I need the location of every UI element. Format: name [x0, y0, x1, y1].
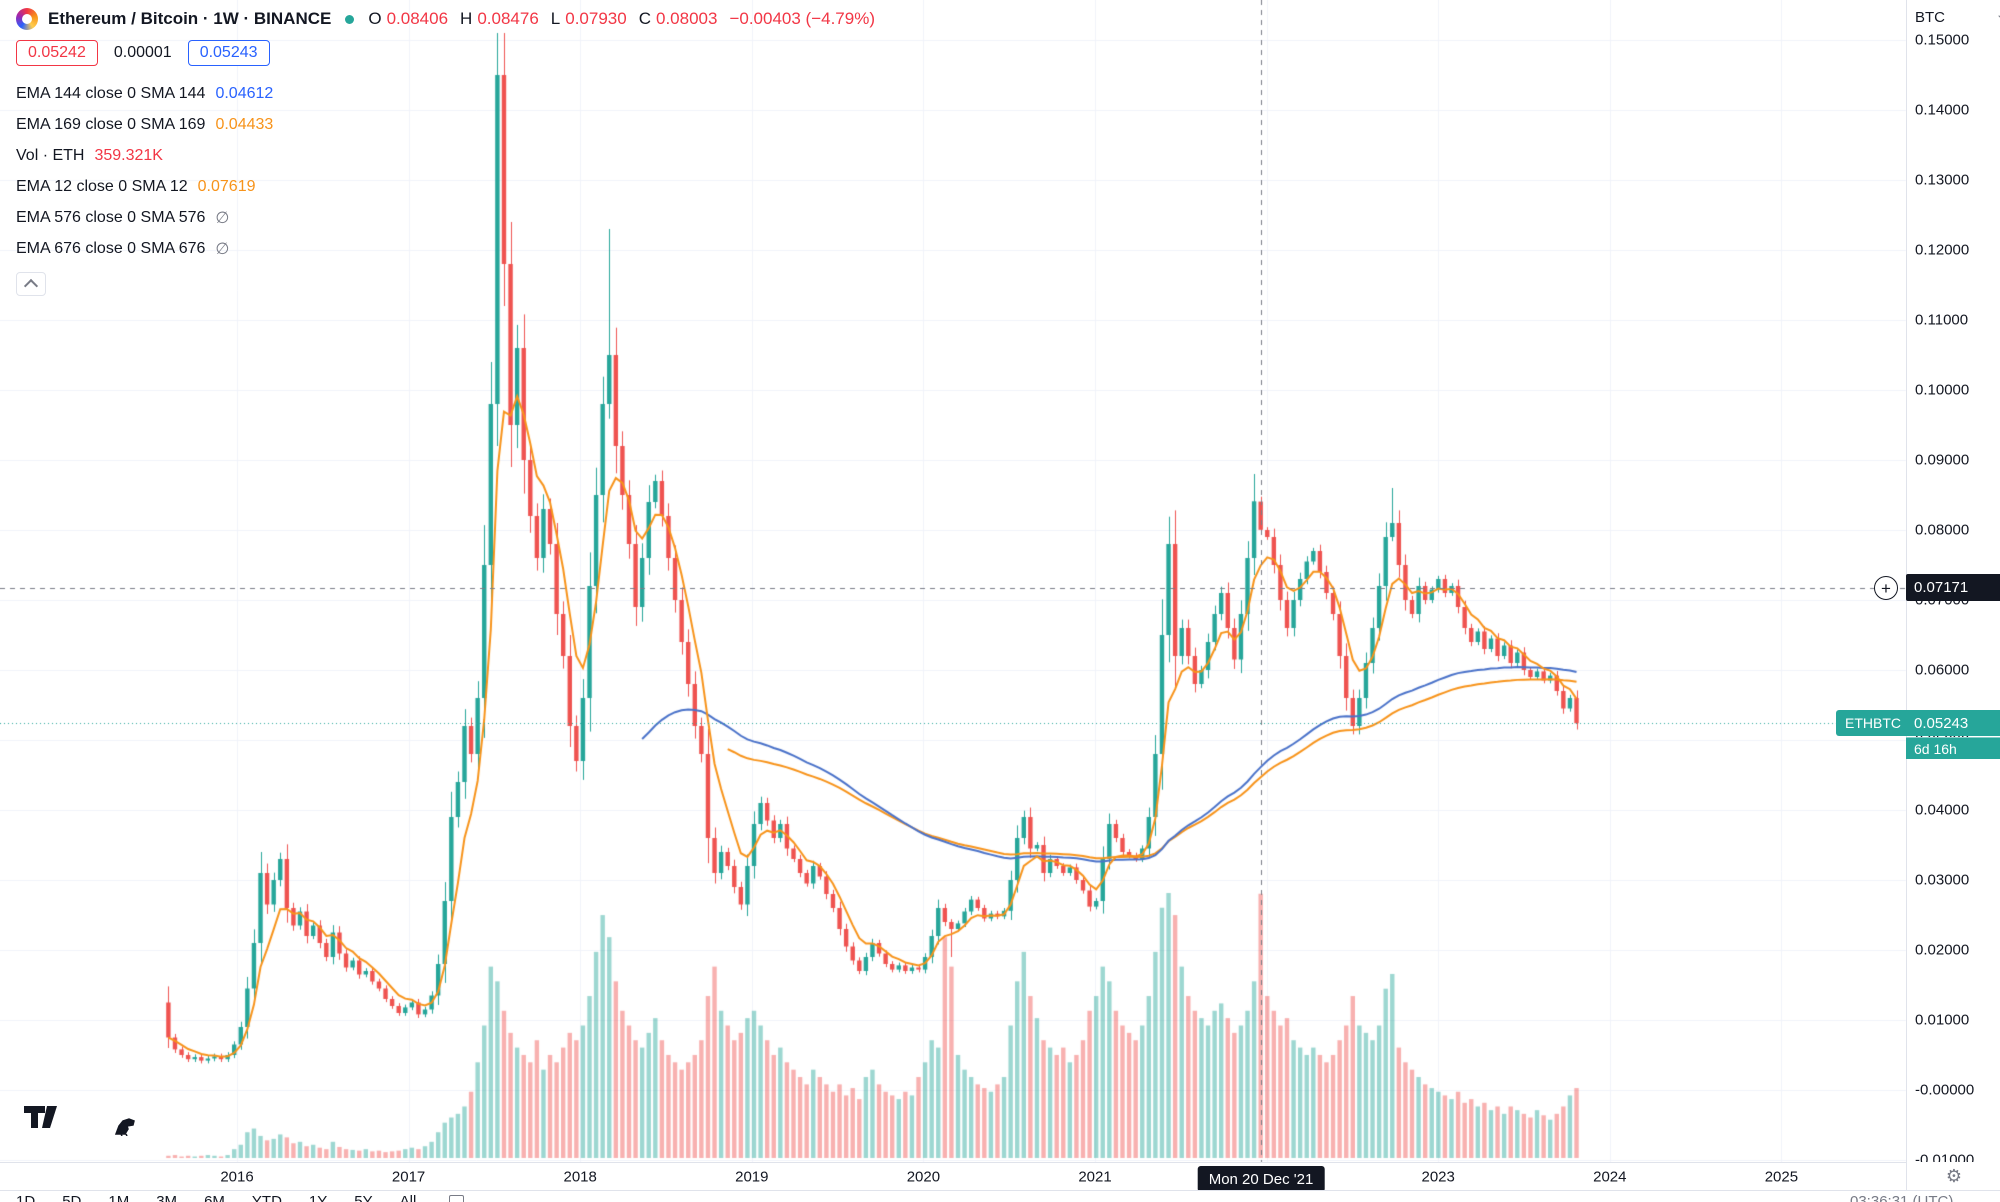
range-button[interactable]: YTD [251, 1193, 282, 1202]
high-value: 0.08476 [477, 9, 539, 28]
price-axis-label: 0.09000 [1915, 451, 1970, 469]
indicator-legend: EMA 144 close 0 SMA 144 0.04612 EMA 169 cl… [16, 78, 273, 296]
legend-label: EMA 12 close 0 SMA 12 [16, 177, 188, 195]
add-alert-button[interactable]: + [1874, 576, 1898, 600]
tradingview-logo[interactable] [24, 1106, 60, 1134]
range-button[interactable]: 1M [108, 1193, 130, 1202]
legend-label: EMA 169 close 0 SMA 169 [16, 115, 206, 133]
high-label: H [460, 9, 473, 28]
price-axis-label: 0.01000 [1915, 1011, 1970, 1029]
close-label: C [638, 9, 651, 28]
time-axis-label: 2021 [1078, 1168, 1112, 1186]
legend-row[interactable]: EMA 169 close 0 SMA 169 0.04433 [16, 109, 273, 140]
sell-button[interactable]: 0.05242 [16, 40, 98, 66]
crosshair-time-label: Mon 20 Dec '21 [1197, 1166, 1325, 1192]
price-axis-label: 0.15000 [1915, 31, 1970, 49]
price-axis-label: 0.12000 [1915, 241, 1970, 259]
spread-value: 0.00001 [113, 44, 172, 61]
range-button[interactable]: 3M [156, 1193, 178, 1202]
app-logo[interactable] [16, 8, 38, 30]
timezone-settings-button[interactable]: ⚙ [1906, 1162, 2000, 1190]
currency-button[interactable]: BTC [1907, 0, 2000, 34]
legend-row[interactable]: EMA 576 close 0 SMA 576 ∅ [16, 202, 273, 233]
legend-value: 359.321K [94, 146, 163, 164]
legend-row[interactable]: EMA 144 close 0 SMA 144 0.04612 [16, 78, 273, 109]
market-status-dot [345, 14, 355, 24]
legend-row[interactable]: EMA 12 close 0 SMA 12 0.07619 [16, 171, 273, 202]
legend-value: 0.07619 [197, 177, 256, 195]
range-button[interactable]: 6M [204, 1193, 225, 1202]
chart-header: Ethereum / Bitcoin · 1W · BINANCE O 0.084… [16, 8, 875, 30]
legend-row[interactable]: EMA 676 close 0 SMA 676 ∅ [16, 233, 273, 264]
price-axis-label: 0.13000 [1915, 171, 1970, 189]
ohlc-readout: O 0.08406 H 0.08476 L 0.07930 C 0.08003 −0.0… [368, 9, 875, 29]
price-axis-label: 0.10000 [1915, 381, 1970, 399]
legend-value: 0.04612 [215, 84, 274, 102]
legend-label: EMA 144 close 0 SMA 144 [16, 84, 206, 102]
symbol-title[interactable]: Ethereum / Bitcoin · 1W · BINANCE [48, 9, 332, 28]
time-axis-label: 2016 [220, 1168, 254, 1186]
crosshair-price-label: 0.07171 [1906, 574, 2000, 601]
bar-countdown-label: 6d 16h [1906, 737, 2000, 759]
open-value: 0.08406 [386, 9, 449, 28]
last-price-label: 0.05243 [1906, 710, 2000, 736]
range-button[interactable]: All [399, 1193, 417, 1202]
clock-label[interactable]: 03:36:31 (UTC) [1850, 1193, 1954, 1202]
legend-row[interactable]: Vol · ETH 359.321K [16, 140, 273, 171]
price-axis-label: 0.11000 [1915, 311, 1969, 329]
time-axis-label: 2025 [1764, 1168, 1799, 1186]
range-button[interactable]: 1D [16, 1193, 36, 1202]
close-value: 0.08003 [655, 9, 718, 28]
price-axis-label: 0.06000 [1915, 661, 1970, 679]
buy-button[interactable]: 0.05243 [187, 40, 270, 66]
time-axis-label: 2023 [1421, 1168, 1455, 1186]
price-axis-label: 0.14000 [1915, 101, 1970, 119]
low-label: L [550, 9, 561, 28]
chevron-up-icon [23, 278, 39, 294]
legend-label: Vol · ETH [16, 146, 85, 164]
range-button[interactable]: 5D [62, 1193, 82, 1202]
range-button[interactable]: 1Y [308, 1193, 328, 1202]
legend-value: ∅ [215, 209, 230, 227]
time-axis-label: 2019 [735, 1168, 769, 1186]
collapse-legend-button[interactable] [16, 272, 46, 296]
price-axis-label: 0.08000 [1915, 521, 1970, 539]
mascot-sticker-icon [112, 1114, 140, 1141]
legend-label: EMA 676 close 0 SMA 676 [16, 239, 206, 257]
price-axis-label: 0.03000 [1915, 871, 1970, 889]
gear-icon: ⚙ [1945, 1166, 1963, 1186]
low-value: 0.07930 [565, 9, 627, 28]
legend-value: 0.04433 [215, 115, 274, 133]
price-axis-label: 0.04000 [1915, 801, 1970, 819]
time-axis-label: 2020 [906, 1168, 941, 1186]
legend-label: EMA 576 close 0 SMA 576 [16, 208, 206, 226]
time-axis-label: 2018 [563, 1168, 597, 1186]
symbol-chip: ETHBTC [1836, 710, 1910, 736]
bid-ask-row: 0.05242 0.00001 0.05243 [16, 40, 270, 66]
time-axis-label: 2024 [1593, 1168, 1627, 1186]
price-axis-label: 0.02000 [1915, 941, 1970, 959]
range-button[interactable]: 5Y [354, 1193, 373, 1202]
time-axis[interactable]: 2016201720182019202020212022202320242025 [0, 1162, 2000, 1191]
plus-icon: + [1881, 578, 1891, 598]
change-value: −0.00403 (−4.79%) [729, 9, 875, 28]
bottom-toolbar: 1D 5D 1M 3M 6M YTD 1Y 5Y All 03:36:31 (UTC) [0, 1190, 2000, 1202]
legend-value: ∅ [215, 240, 230, 258]
currency-label: BTC [1915, 8, 1945, 26]
go-to-date-icon[interactable] [449, 1195, 465, 1202]
time-axis-label: 2017 [391, 1168, 426, 1186]
open-label: O [368, 9, 382, 28]
price-axis-label: -0.00000 [1915, 1081, 1975, 1099]
